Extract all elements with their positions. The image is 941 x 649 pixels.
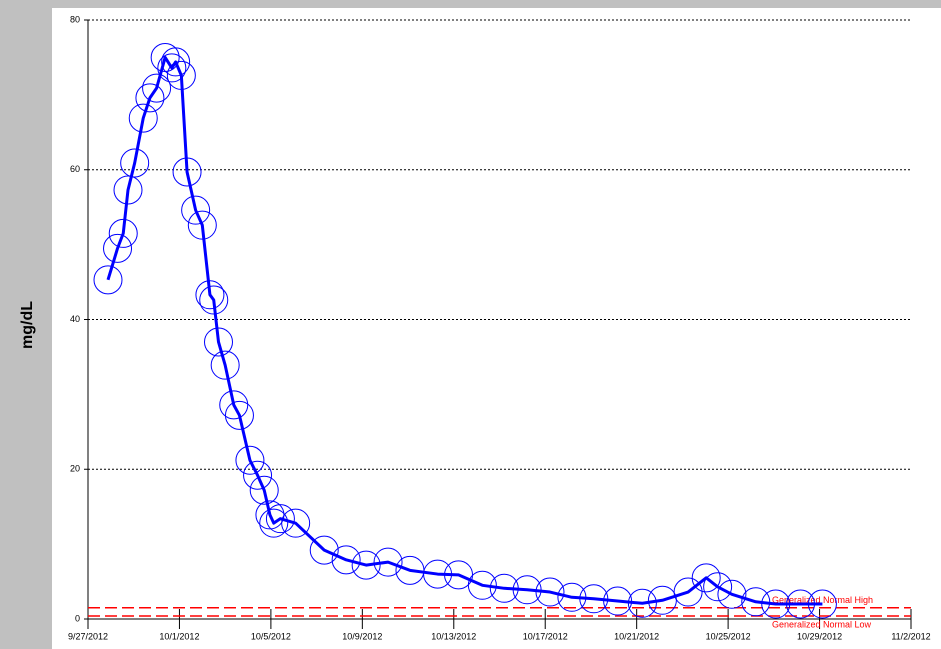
data-point [249,475,279,505]
data-point [224,400,254,430]
data-point [103,233,133,263]
reference-label: Generalized Normal Low [772,619,872,629]
data-point [210,350,240,380]
data-point [259,508,289,538]
data-point [535,577,565,607]
data-point [467,570,497,600]
data-point [181,195,211,225]
data-point [351,550,381,580]
data-point [219,390,249,420]
data-point [243,460,273,490]
y-tick-label: 80 [70,14,80,24]
data-point [93,265,123,295]
x-tick-label: 10/21/2012 [614,631,659,641]
data-point [673,577,703,607]
data-point [717,579,747,609]
x-tick-label: 9/27/2012 [68,631,108,641]
data-point [113,175,143,205]
data-point [157,53,187,83]
x-tick-label: 10/25/2012 [706,631,751,641]
data-point [166,60,196,90]
data-point [309,535,339,565]
data-point [142,73,172,103]
data-point [203,327,233,357]
y-tick-label: 60 [70,164,80,174]
data-point [489,573,519,603]
data-point [741,587,771,617]
data-point [691,563,721,593]
data-point [627,588,657,618]
data-point [281,508,311,538]
x-tick-label: 10/5/2012 [251,631,291,641]
data-point [108,218,138,248]
data-point [703,572,733,602]
data-point [557,582,587,612]
reference-label: Generalized Normal High [772,595,873,605]
data-point [199,285,229,315]
data-point [761,589,791,619]
x-tick-label: 11/2/2012 [891,631,930,641]
data-point [603,586,633,616]
data-point [373,547,403,577]
y-tick-label: 40 [70,314,80,324]
data-point [579,584,609,614]
data-point [331,545,361,575]
data-point [786,589,816,619]
y-tick-label: 0 [75,613,80,623]
x-tick-label: 10/9/2012 [342,631,382,641]
data-point [187,210,217,240]
data-point [265,504,295,534]
x-tick-label: 10/13/2012 [431,631,476,641]
plot-background [52,8,941,649]
x-tick-label: 10/29/2012 [797,631,842,641]
data-point [135,83,165,113]
data-line [106,55,823,606]
data-point [161,47,191,77]
data-point [235,445,265,475]
data-point [120,148,150,178]
data-point [128,103,158,133]
data-point [512,575,542,605]
x-tick-label: 10/17/2012 [523,631,568,641]
data-point [423,559,453,589]
y-axis-title: mg/dL [19,301,36,349]
y-tick-label: 20 [70,464,80,474]
data-point [807,589,837,619]
x-tick-label: 10/1/2012 [159,631,199,641]
data-point [172,157,202,187]
data-point [195,280,225,310]
